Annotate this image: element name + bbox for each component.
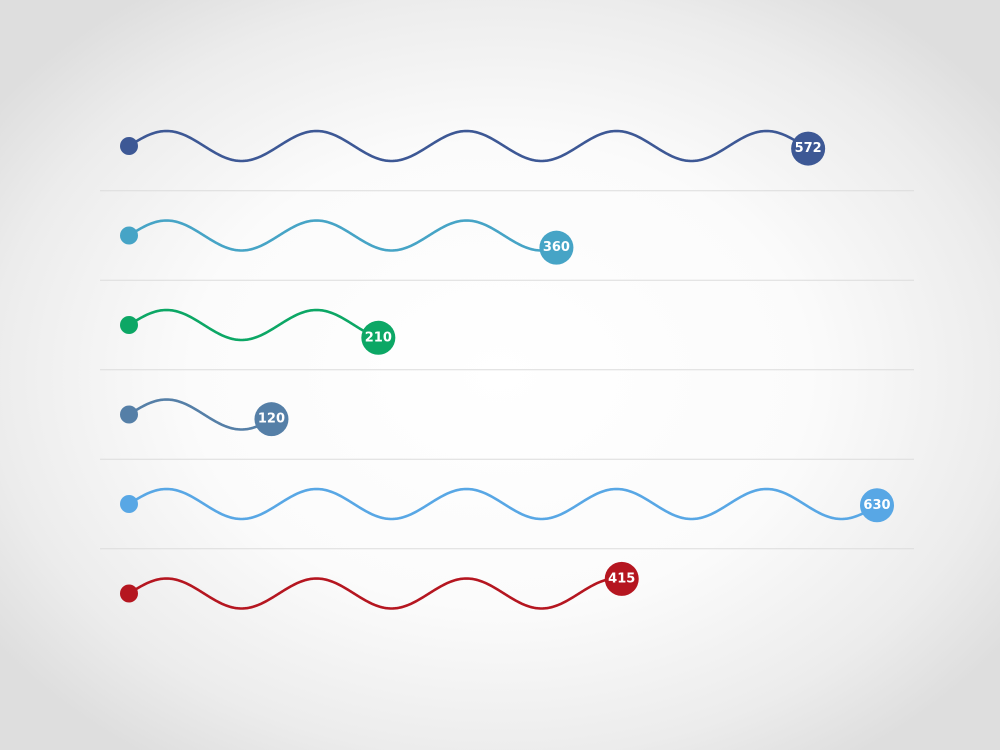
start-dot: [120, 137, 138, 155]
start-dot: [120, 584, 138, 603]
series-row: 630: [120, 487, 894, 523]
wave-line: [127, 398, 272, 431]
row-dividers: [100, 190, 914, 550]
value-bubble: [860, 488, 894, 523]
wave-line: [127, 577, 623, 610]
series-row: 210: [120, 308, 396, 355]
chart-rows: 572 360 210 120 630 415: [120, 129, 894, 610]
start-dot: [120, 405, 138, 424]
value-bubble: [254, 402, 289, 437]
series-row: 360: [120, 219, 574, 265]
value-label: 572: [795, 141, 822, 156]
value-bubble: [539, 230, 574, 265]
series-row: 120: [120, 398, 289, 437]
value-bubble: [361, 320, 396, 355]
value-bubble: [604, 561, 639, 596]
value-label: 360: [543, 240, 570, 255]
wave-line: [127, 308, 380, 342]
start-dot: [120, 226, 138, 245]
start-dot: [120, 495, 138, 513]
series-row: 415: [120, 561, 639, 610]
value-label: 630: [863, 498, 890, 513]
start-dot: [120, 316, 138, 334]
value-bubble: [791, 131, 826, 166]
value-label: 120: [258, 412, 285, 427]
wave-line: [127, 129, 809, 163]
wave-line: [127, 487, 878, 521]
series-row: 572: [120, 129, 826, 166]
value-label: 210: [365, 330, 392, 345]
value-label: 415: [608, 571, 635, 586]
wave-line: [127, 219, 557, 252]
